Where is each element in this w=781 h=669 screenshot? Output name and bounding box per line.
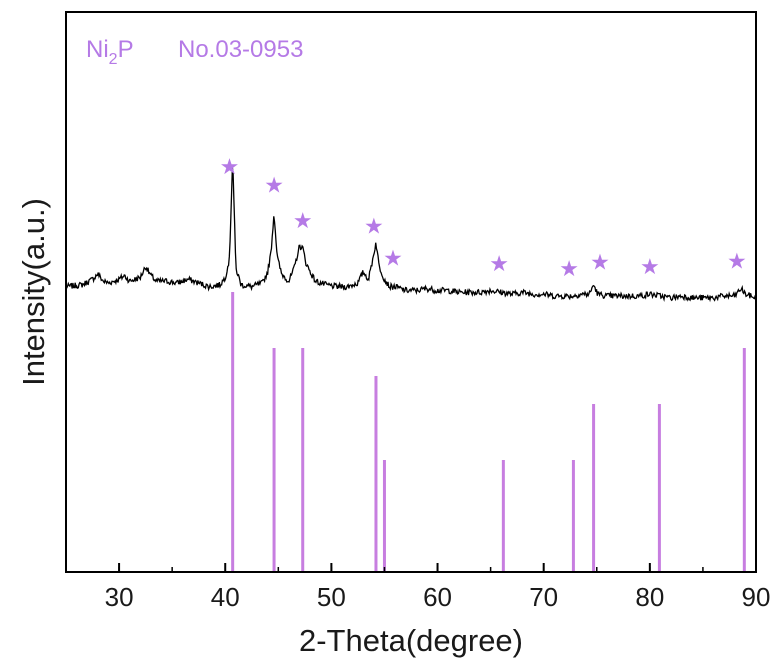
peak-star-marker: ★ — [559, 257, 579, 282]
x-tick-label: 80 — [635, 582, 664, 612]
measured-trace — [65, 167, 757, 303]
x-tick-label: 50 — [317, 582, 346, 612]
peak-star-marker: ★ — [383, 246, 403, 271]
peak-star-marker: ★ — [590, 251, 610, 276]
peak-star-marker: ★ — [220, 155, 240, 180]
reference-sticks — [231, 292, 746, 572]
x-axis-title: 2-Theta(degree) — [299, 623, 523, 658]
peak-star-marker: ★ — [727, 250, 747, 275]
x-axis-ticks: 30 40 50 60 70 80 90 — [105, 563, 771, 612]
peak-markers: ★ ★ ★ ★ ★ ★ ★ ★ ★ ★ — [220, 155, 747, 282]
measured-pattern — [65, 167, 757, 303]
plot-frame — [65, 11, 757, 573]
y-axis-title: Intensity(a.u.) — [16, 198, 51, 386]
peak-star-marker: ★ — [293, 209, 313, 234]
legend-card: No.03-0953 — [178, 36, 303, 63]
peak-star-marker: ★ — [364, 214, 384, 239]
peak-star-marker: ★ — [640, 255, 660, 280]
x-tick-label: 90 — [742, 582, 771, 612]
x-tick-label: 30 — [105, 582, 134, 612]
x-tick-label: 40 — [211, 582, 240, 612]
legend-phase-suffix: P — [118, 36, 134, 63]
peak-star-marker: ★ — [489, 252, 509, 277]
legend-phase-prefix: Ni — [86, 36, 109, 63]
legend: Ni2P No.03-0953 — [86, 36, 303, 68]
peak-star-marker: ★ — [264, 174, 284, 199]
x-tick-label: 60 — [423, 582, 452, 612]
legend-phase-subscript: 2 — [109, 51, 118, 68]
legend-phase: Ni2P — [86, 36, 134, 68]
x-tick-label: 70 — [529, 582, 558, 612]
